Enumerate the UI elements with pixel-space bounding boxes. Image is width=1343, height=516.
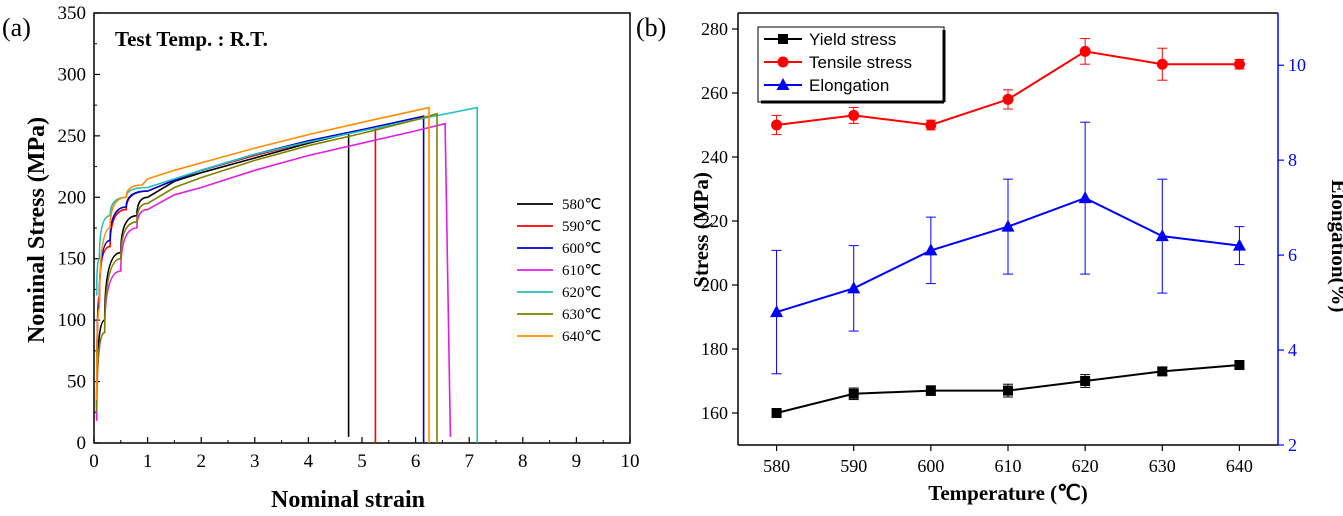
panel-b-y2tick-label: 6 — [1288, 245, 1297, 265]
panel-a-xtick-label: 8 — [518, 451, 528, 472]
panel-a-xtick-label: 3 — [250, 451, 260, 472]
panel-b-ytick-label: 260 — [701, 83, 728, 103]
panel-a-ytick-label: 150 — [58, 249, 87, 270]
panel-b-ytick-label: 180 — [701, 339, 728, 359]
panel-b-point — [847, 281, 861, 294]
panel-a-ytick-label: 100 — [58, 310, 87, 331]
panel-b-xtick-label: 620 — [1072, 456, 1099, 476]
panel-a-legend-label: 620℃ — [562, 285, 601, 301]
panel-a-xtick-label: 10 — [621, 451, 640, 472]
panel-a-xtick-label: 6 — [411, 451, 421, 472]
panel-a-xtick-label: 1 — [143, 451, 153, 472]
panel-b-xtick-label: 600 — [917, 456, 944, 476]
panel-a-ytick-label: 50 — [67, 372, 86, 393]
panel-b-point — [1155, 229, 1169, 242]
panel-b-legend-label: Tensile stress — [809, 53, 912, 72]
panel-a-series-line — [95, 106, 478, 443]
panel-a-legend-label: 610℃ — [562, 263, 601, 279]
panel-b-xtick-label: 630 — [1149, 456, 1176, 476]
panel-b-point — [1002, 93, 1014, 105]
panel-a-legend-label: 600℃ — [562, 241, 601, 257]
panel-b-xlabel: Temperature (℃) — [928, 481, 1087, 505]
panel-a-legend-label: 640℃ — [562, 329, 601, 345]
panel-b-point — [1078, 191, 1092, 204]
panel-a-series-line — [95, 132, 350, 437]
panel-b-ytick-label: 200 — [701, 275, 728, 295]
panel-a-xtick-label: 4 — [304, 451, 314, 472]
panel-b-y2tick-label: 2 — [1288, 435, 1297, 455]
panel-a-ytick-label: 300 — [58, 64, 87, 85]
panel-a-series-line — [95, 112, 438, 443]
panel-a-ytick-label: 350 — [58, 3, 87, 24]
panel-a-ytick-label: 200 — [58, 187, 87, 208]
panel-b-legend-label: Yield stress — [809, 30, 896, 49]
panel-b-ytick-label: 160 — [701, 403, 728, 423]
panel-b-legend-label: Elongation — [809, 76, 889, 95]
panel-b-label: (b) — [636, 13, 666, 42]
panel-a-legend-label: 590℃ — [562, 219, 601, 235]
panel-b-legend-marker — [776, 78, 790, 90]
panel-b-point — [1234, 360, 1245, 370]
panel-b-ytick-label: 240 — [701, 147, 728, 167]
panel-b-xtick-label: 590 — [840, 456, 867, 476]
panel-b-y2label: Elongation(%) — [1327, 179, 1343, 312]
panel-b-y2tick-label: 8 — [1288, 150, 1297, 170]
panel-b-point — [770, 305, 784, 318]
panel-b-point — [1156, 58, 1168, 70]
panel-a-series-line — [95, 126, 377, 443]
panel-b-legend-marker — [777, 56, 789, 68]
panel-b-point — [925, 119, 937, 131]
panel-b-ytick-label: 220 — [701, 211, 728, 231]
panel-a-label: (a) — [2, 13, 31, 42]
panel-a-xtick-label: 5 — [357, 451, 367, 472]
panel-b-point — [1232, 238, 1246, 251]
panel-b-y2tick-label: 4 — [1288, 340, 1297, 360]
panel-b-xtick-label: 580 — [763, 456, 790, 476]
panel-b-point — [771, 408, 782, 418]
panel-a-ylabel: Nominal Stress (MPa) — [24, 117, 50, 343]
panel-a-legend-label: 580℃ — [562, 197, 601, 213]
panel-b-point — [1001, 219, 1015, 232]
panel-b-point — [848, 109, 860, 121]
panel-b-point — [848, 388, 859, 399]
panel-a-ytick-label: 250 — [58, 126, 87, 147]
panel-a-xtick-label: 9 — [572, 451, 582, 472]
panel-a-xlabel: Nominal strain — [271, 487, 425, 511]
panel-b-ylabel: Stress (MPa) — [689, 172, 713, 288]
panel-a-xtick-label: 7 — [464, 451, 474, 472]
panel-b-xtick-label: 610 — [995, 456, 1022, 476]
panel-b-ytick-label: 280 — [701, 19, 728, 39]
panel-b-point — [1233, 58, 1245, 70]
panel-a-annotation: Test Temp. : R.T. — [115, 27, 268, 51]
panel-b-point — [925, 385, 936, 396]
panel-b-point — [1080, 376, 1091, 386]
panel-b-point — [1157, 366, 1168, 377]
panel-b-point — [1079, 45, 1091, 57]
panel-b-xtick-label: 640 — [1226, 456, 1253, 476]
panel-b-legend-marker — [778, 34, 788, 44]
panel-b-y2tick-label: 10 — [1288, 55, 1306, 75]
panel-a-series-line — [95, 115, 425, 443]
panel-a-plot: 0 1 2 3 4 5 6 7 8 9 10050100150200250300350580℃590… — [58, 3, 640, 472]
panel-b-legend: Yield stress Tensile stress Elongation — [757, 26, 946, 104]
panel-b-point — [771, 119, 783, 131]
panel-b-point — [924, 243, 938, 256]
panel-a-legend-label: 630℃ — [562, 307, 601, 323]
panel-a-series-line — [95, 106, 430, 443]
panel-a-frame — [93, 12, 631, 444]
panel-a-xtick-label: 2 — [196, 451, 206, 472]
panel-b-plot: 580 590 600 610 620 630 6401601802002202402602… — [701, 12, 1306, 476]
panel-a-ytick-label: 0 — [77, 433, 87, 454]
panel-a-xtick-label: 0 — [89, 451, 99, 472]
panel-a-series-line — [95, 122, 452, 437]
panel-b-point — [1003, 385, 1013, 396]
